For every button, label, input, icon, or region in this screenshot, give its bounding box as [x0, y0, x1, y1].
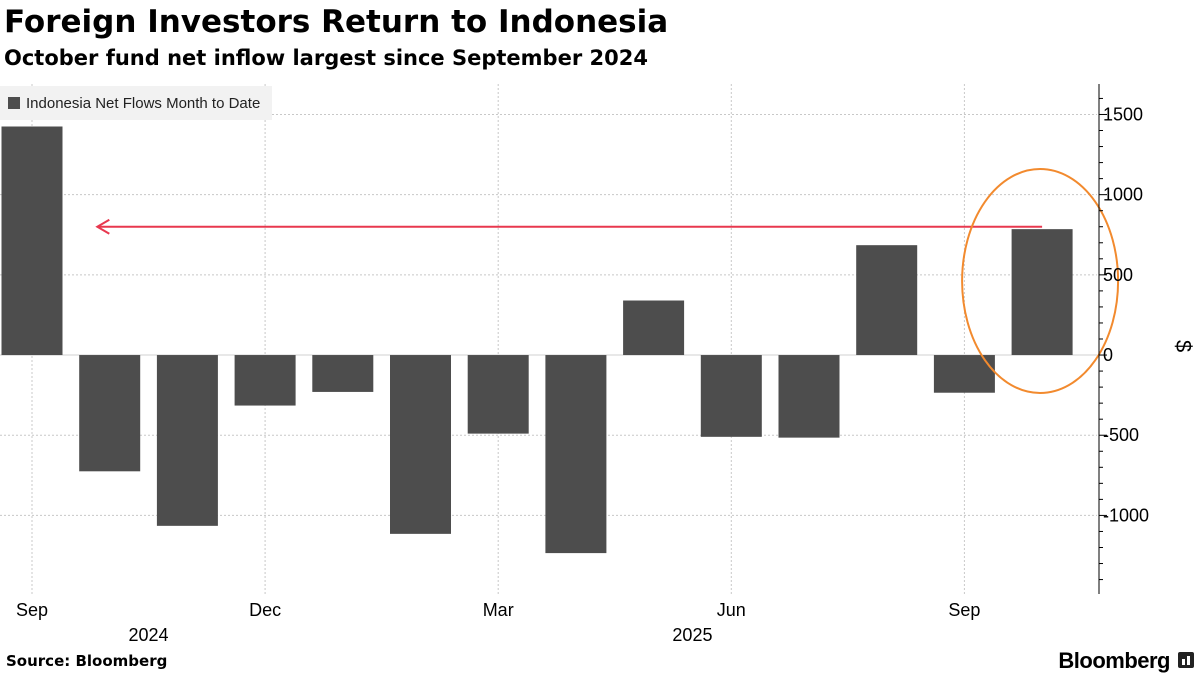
x-tick-label: Sep	[16, 600, 48, 620]
arrow-head	[95, 218, 110, 235]
bar-8	[623, 300, 685, 356]
bar-5	[390, 355, 451, 534]
legend: Indonesia Net Flows Month to Date	[0, 86, 273, 120]
y-axis-label: $	[1171, 340, 1196, 352]
x-axis: Sep Dec Mar Jun Sep 2024 2025	[16, 600, 980, 645]
y-tick-label: 1500	[1103, 104, 1143, 124]
highlight-ellipse	[961, 168, 1120, 394]
chart-subtitle: October fund net inflow largest since Se…	[4, 46, 648, 70]
x-year-label: 2025	[672, 625, 712, 645]
x-tick-label: Sep	[948, 600, 980, 620]
bar-10	[778, 355, 840, 438]
bars	[1, 126, 1073, 554]
x-tick-label: Dec	[249, 600, 281, 620]
bar-9	[700, 355, 762, 437]
bar-0	[1, 126, 63, 356]
brand-logo: Bloomberg	[1058, 648, 1170, 673]
legend-swatch	[8, 97, 20, 109]
bar-1	[79, 355, 141, 472]
bloomberg-logo-icon	[1178, 652, 1194, 668]
legend-label: Indonesia Net Flows Month to Date	[26, 94, 261, 112]
y-tick-label: -1000	[1103, 505, 1149, 525]
y-tick-label: 500	[1103, 265, 1133, 285]
annotations	[95, 168, 1120, 394]
bar-11	[856, 245, 918, 356]
y-tick-label: 1000	[1103, 185, 1143, 205]
y-tick-label: 0	[1103, 345, 1113, 365]
bar-4	[312, 355, 374, 392]
x-tick-label: Jun	[717, 600, 746, 620]
x-year-label: 2024	[129, 625, 169, 645]
y-axis: 1500 1000 500 0 -500 -1000 $	[1098, 84, 1196, 594]
chart-title: Foreign Investors Return to Indonesia	[4, 4, 669, 40]
bar-2	[156, 355, 218, 526]
bar-3	[234, 355, 296, 406]
bar-6	[467, 355, 529, 434]
source-note: Source: Bloomberg	[6, 652, 168, 670]
y-tick-label: -500	[1103, 425, 1139, 445]
x-tick-label: Mar	[483, 600, 514, 620]
bar-7	[545, 355, 607, 554]
bar-13	[1011, 229, 1073, 356]
